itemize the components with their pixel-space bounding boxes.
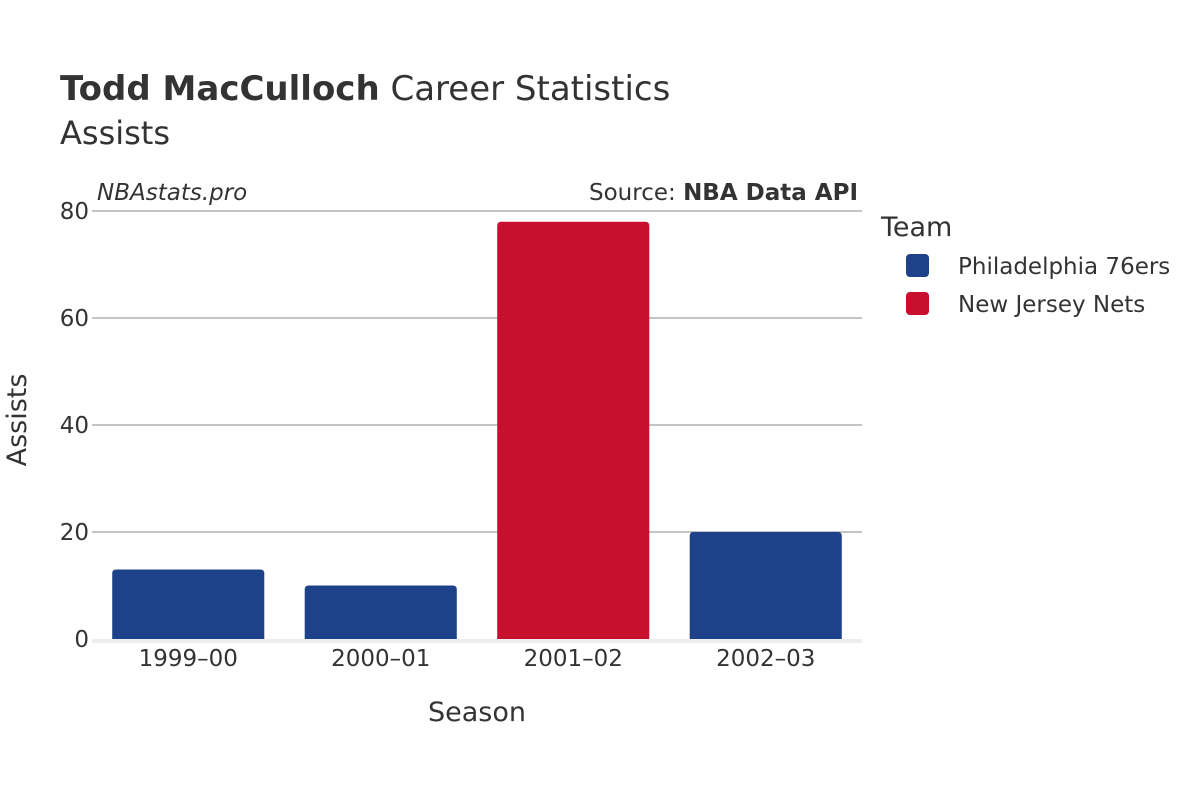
x-axis-title: Season [428, 697, 526, 728]
legend-swatch-philadelphia-76ers [906, 254, 929, 277]
x-tick-label: 2000–01 [331, 646, 430, 672]
chart-title: Todd MacCulloch Career Statistics [60, 69, 670, 109]
y-axis-title: Assists [2, 374, 33, 467]
grid-lines [92, 210, 862, 533]
source-label: Source: NBA Data API [589, 180, 858, 206]
chart-title-bold: Todd MacCulloch [60, 69, 380, 109]
legend-item-philadelphia-76ers[interactable]: Philadelphia 76ers [906, 254, 1170, 280]
bar-1999–00[interactable] [112, 569, 265, 639]
legend-swatch-new-jersey-nets [906, 292, 929, 315]
bar-2002–03[interactable] [689, 532, 842, 639]
x-tick-label: 2001–02 [524, 646, 623, 672]
x-tick-label: 2002–03 [716, 646, 815, 672]
y-tick-label: 60 [60, 306, 89, 332]
legend-item-new-jersey-nets[interactable]: New Jersey Nets [906, 292, 1145, 318]
watermark: NBAstats.pro [97, 180, 247, 206]
x-axis-ticks: 1999–00 2000–01 2001–02 2002–03 [139, 646, 816, 672]
legend: Team Philadelphia 76ers New Jersey Nets [880, 212, 1170, 318]
legend-title: Team [880, 212, 952, 243]
source-prefix: Source: [589, 180, 683, 206]
y-tick-label: 80 [60, 199, 89, 225]
x-axis-line [92, 639, 862, 643]
y-tick-label: 20 [60, 520, 89, 546]
chart-title-rest: Career Statistics [380, 69, 671, 109]
source-name: NBA Data API [683, 180, 858, 206]
legend-label-philadelphia-76ers: Philadelphia 76ers [958, 254, 1170, 280]
y-axis-ticks: 0 20 40 60 80 [60, 199, 89, 653]
legend-label-new-jersey-nets: New Jersey Nets [958, 292, 1145, 318]
y-tick-label: 40 [60, 413, 89, 439]
bar-2001–02[interactable] [497, 221, 650, 639]
x-tick-label: 1999–00 [139, 646, 238, 672]
y-tick-label: 0 [74, 627, 89, 653]
chart-subtitle: Assists [60, 114, 170, 152]
bar-2000–01[interactable] [304, 585, 457, 640]
bars [112, 221, 842, 640]
